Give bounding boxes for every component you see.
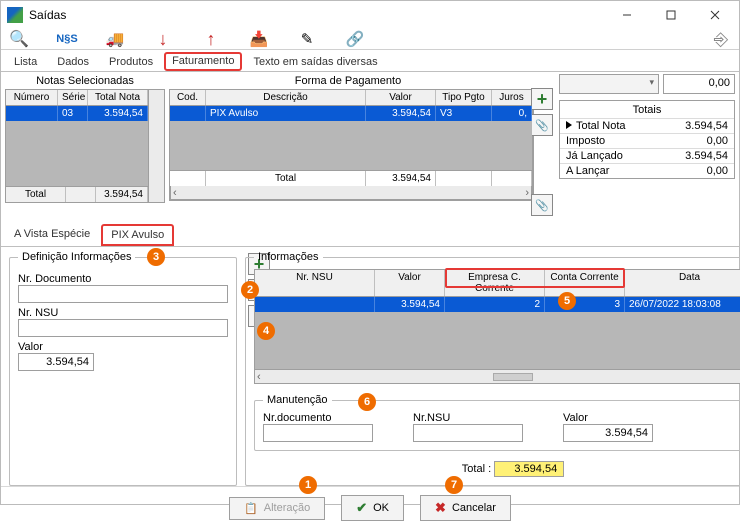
infos-col-0[interactable]: Nr. NSU	[255, 270, 375, 296]
manut-fieldset: Manutenção Nr.documento Nr.NSU Valor	[254, 394, 740, 451]
manut-valor-label: Valor	[563, 412, 653, 424]
forma-col-4[interactable]: Juros	[492, 90, 532, 105]
close-button[interactable]	[693, 1, 737, 29]
clipboard-icon: 📋	[244, 502, 258, 515]
notas-col-1[interactable]: Série	[58, 90, 88, 105]
truck-icon[interactable]: 🚚	[105, 29, 125, 49]
binoculars-icon[interactable]: 🔍	[9, 29, 29, 49]
infos-legend: Informações	[254, 251, 323, 263]
nr-doc-input[interactable]	[18, 285, 228, 303]
main-toolbar: 🔍 N§S 🚚 ↓ ↑ 📥 ✎ 🔗 ⎆	[1, 29, 739, 50]
valor-input[interactable]	[18, 353, 94, 371]
infos-col-3[interactable]: Conta Corrente	[545, 270, 625, 296]
infos-col-2[interactable]: Empresa C. Corrente	[445, 270, 545, 296]
forma-total-value: 3.594,54	[366, 171, 436, 186]
payment-type-dropdown[interactable]	[559, 74, 659, 94]
def-info-fieldset: Definição Informações Nr. Documento Nr. …	[9, 251, 237, 486]
lower-tab-1[interactable]: PIX Avulso	[101, 224, 174, 246]
amount-box[interactable]: 0,00	[663, 74, 735, 94]
notas-panel: Notas Selecionadas NúmeroSérieTotal Nota…	[5, 74, 165, 216]
forma-col-0[interactable]: Cod.	[170, 90, 206, 105]
manut-nsu-label: Nr.NSU	[413, 412, 523, 424]
main-tabs: ListaDadosProdutosFaturamentoTexto em sa…	[1, 50, 739, 72]
nsu-input[interactable]	[18, 319, 228, 337]
def-info-legend: Definição Informações	[18, 251, 135, 263]
app-icon	[7, 7, 23, 23]
arrow-down-icon[interactable]: ↓	[153, 29, 173, 49]
main-tab-1[interactable]: Dados	[48, 52, 98, 71]
infos-fieldset: Informações Nr. NSUValorEmpresa C. Corre…	[245, 251, 740, 486]
forma-panel: Forma de Pagamento Cod.DescriçãoValorTip…	[169, 74, 527, 216]
lower-tabs: A Vista EspéciePIX Avulso	[1, 220, 739, 247]
totais-box: Totais Total Nota3.594,54Imposto0,00Já L…	[559, 100, 735, 179]
notas-scroll[interactable]	[149, 89, 165, 203]
forma-col-1[interactable]: Descrição	[206, 90, 366, 105]
inbox-icon[interactable]: 📥	[249, 29, 269, 49]
totais-row: Total Nota3.594,54	[560, 118, 734, 133]
totais-row: Imposto0,00	[560, 133, 734, 148]
window-title: Saídas	[29, 8, 605, 22]
manut-valor-input[interactable]	[563, 424, 653, 442]
total-line: Total : 3.594,54	[254, 461, 740, 477]
ok-button[interactable]: ✔ OK	[341, 495, 404, 521]
notas-title: Notas Selecionadas	[5, 74, 165, 89]
totais-row: A Lançar0,00	[560, 163, 734, 178]
attach-1-button[interactable]: 📎	[531, 114, 553, 136]
exit-icon[interactable]: ⎆	[711, 29, 731, 49]
main-tab-4[interactable]: Texto em saídas diversas	[244, 52, 386, 71]
notas-row[interactable]: 033.594,54	[6, 106, 148, 121]
lower-tab-0[interactable]: A Vista Espécie	[5, 224, 99, 246]
forma-hscroll[interactable]: ‹›	[170, 186, 532, 200]
nr-doc-label: Nr. Documento	[18, 273, 228, 285]
right-column: 0,00 Totais Total Nota3.594,54Imposto0,0…	[559, 74, 735, 216]
infos-col-1[interactable]: Valor	[375, 270, 445, 296]
cancel-button[interactable]: ✖ Cancelar	[420, 495, 511, 521]
forma-total-label: Total	[206, 171, 366, 186]
app-window: Saídas 🔍 N§S 🚚 ↓ ↑ 📥 ✎ 🔗 ⎆ ListaDadosPro…	[0, 0, 740, 505]
notas-col-2[interactable]: Total Nota	[88, 90, 148, 105]
minimize-button[interactable]	[605, 1, 649, 29]
add-payment-button[interactable]: +	[531, 88, 553, 110]
unlink-icon[interactable]: 🔗	[345, 29, 365, 49]
arrow-up-icon[interactable]: ↑	[201, 29, 221, 49]
notas-col-0[interactable]: Número	[6, 90, 58, 105]
nsu-label: Nr. NSU	[18, 307, 228, 319]
check-icon: ✔	[356, 500, 367, 516]
notas-grid[interactable]: NúmeroSérieTotal Nota 033.594,54 Total 3…	[5, 89, 149, 203]
manut-doc-label: Nr.documento	[263, 412, 373, 424]
manut-nsu-input[interactable]	[413, 424, 523, 442]
main-tab-3[interactable]: Faturamento	[164, 52, 242, 71]
notas-total-value: 3.594,54	[96, 187, 148, 202]
attach-2-button[interactable]: 📎	[531, 194, 553, 216]
infos-grid[interactable]: Nr. NSUValorEmpresa C. CorrenteConta Cor…	[254, 269, 740, 370]
forma-col-3[interactable]: Tipo Pgto	[436, 90, 492, 105]
forma-title: Forma de Pagamento	[169, 74, 527, 89]
notas-total-label: Total	[6, 187, 66, 202]
totais-title: Totais	[560, 101, 734, 118]
main-tab-0[interactable]: Lista	[5, 52, 46, 71]
bottom-bar: 📋 Alteração ✔ OK ✖ Cancelar	[1, 486, 739, 529]
totais-row: Já Lançado3.594,54	[560, 148, 734, 163]
edit-icon[interactable]: ✎	[297, 29, 317, 49]
manut-doc-input[interactable]	[263, 424, 373, 442]
valor-label: Valor	[18, 341, 228, 353]
total-value: 3.594,54	[494, 461, 564, 477]
barcode-icon[interactable]: N§S	[57, 29, 77, 49]
infos-row[interactable]: 3.594,542326/07/2022 18:03:08	[255, 297, 740, 312]
alteracao-button[interactable]: 📋 Alteração	[229, 497, 325, 520]
infos-hscroll[interactable]: ‹›	[254, 370, 740, 384]
forma-col-2[interactable]: Valor	[366, 90, 436, 105]
forma-grid[interactable]: Cod.DescriçãoValorTipo PgtoJuros PIX Avu…	[169, 89, 533, 201]
title-bar: Saídas	[1, 1, 739, 29]
total-label: Total :	[462, 463, 491, 475]
manut-legend: Manutenção	[263, 394, 332, 406]
infos-col-4[interactable]: Data	[625, 270, 740, 296]
cross-icon: ✖	[435, 500, 446, 516]
main-tab-2[interactable]: Produtos	[100, 52, 162, 71]
maximize-button[interactable]	[649, 1, 693, 29]
forma-row[interactable]: PIX Avulso3.594,54V30,	[170, 106, 532, 121]
